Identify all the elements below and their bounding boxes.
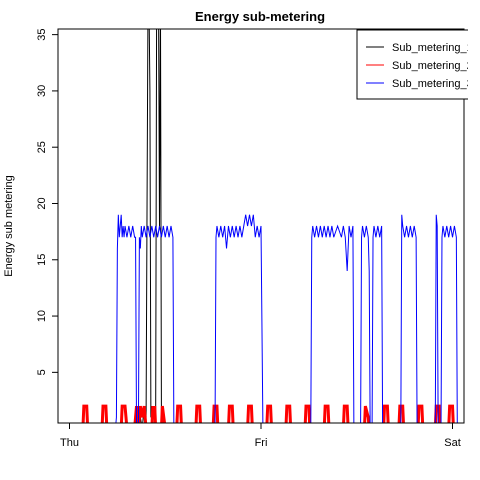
legend-entry-3: Sub_metering_3 [392, 78, 473, 90]
y-tick-label: 10 [36, 310, 48, 322]
y-tick-label: 30 [36, 85, 48, 97]
legend-entry-1: Sub_metering_1 [392, 42, 473, 54]
y-tick-label: 5 [36, 369, 48, 375]
legend-entry-2: Sub_metering_2 [392, 60, 473, 72]
y-tick-label: 20 [36, 197, 48, 209]
series-line-3 [115, 214, 458, 423]
x-tick-label-sat: Sat [444, 437, 461, 449]
x-tick-label-fri: Fri [255, 437, 268, 449]
legend: Sub_metering_1 Sub_metering_2 Sub_metering… [356, 29, 473, 100]
y-tick-label: 25 [36, 141, 48, 153]
x-tick-label-thu: Thu [60, 437, 79, 449]
y-tick-label: 35 [36, 29, 48, 41]
chart-title: Energy sub-metering [195, 9, 325, 24]
y-tick-label: 15 [36, 254, 48, 266]
y-axis-label: Energy sub metering [3, 175, 15, 277]
plot-area [81, 29, 458, 423]
